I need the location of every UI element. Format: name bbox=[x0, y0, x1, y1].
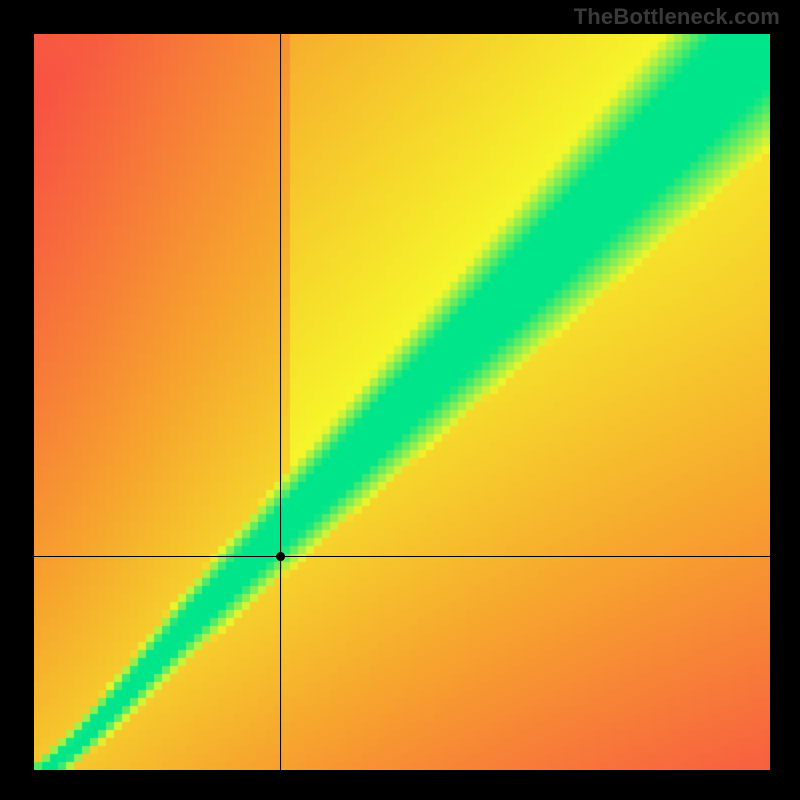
heatmap-canvas bbox=[34, 34, 770, 770]
watermark-text: TheBottleneck.com bbox=[574, 4, 780, 30]
heatmap-plot bbox=[34, 34, 770, 770]
